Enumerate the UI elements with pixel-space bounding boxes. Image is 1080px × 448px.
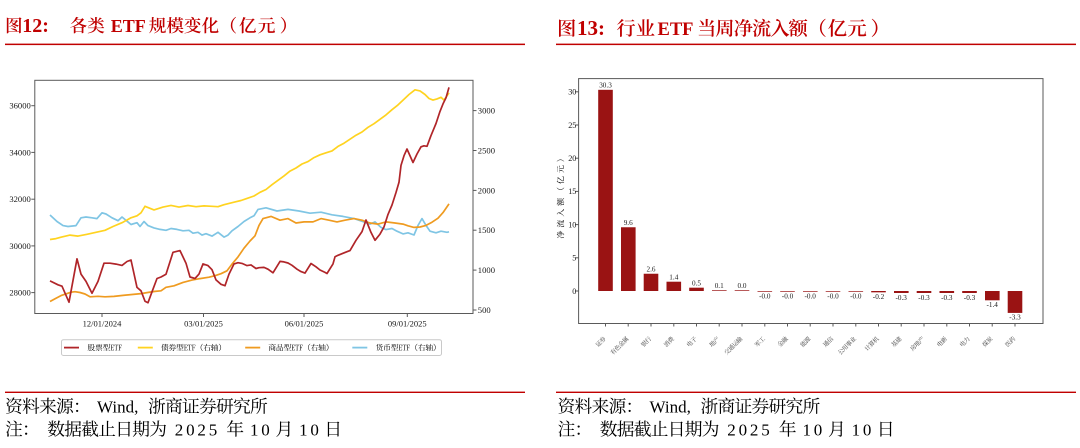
svg-text:10: 10 <box>568 220 576 229</box>
svg-text:12/01/2024: 12/01/2024 <box>83 318 122 328</box>
svg-text:0.5: 0.5 <box>692 279 701 287</box>
svg-text:2.6: 2.6 <box>647 265 656 273</box>
svg-text:32000: 32000 <box>9 194 30 204</box>
svg-text:-0.0: -0.0 <box>850 293 862 301</box>
svg-text:2000: 2000 <box>478 185 495 195</box>
svg-text:20: 20 <box>568 154 576 163</box>
svg-text:10: 10 <box>299 420 322 439</box>
svg-text:34000: 34000 <box>9 147 30 157</box>
svg-text:500: 500 <box>478 305 491 315</box>
svg-text:09/01/2025: 09/01/2025 <box>388 318 427 328</box>
svg-text:06/01/2025: 06/01/2025 <box>285 318 324 328</box>
svg-text:-0.0: -0.0 <box>782 293 794 301</box>
svg-text:-0.3: -0.3 <box>941 294 953 302</box>
svg-text:36000: 36000 <box>9 101 30 111</box>
svg-text:5: 5 <box>572 254 576 263</box>
svg-text:0: 0 <box>572 287 576 296</box>
svg-text:03/01/2025: 03/01/2025 <box>184 318 223 328</box>
svg-text:-0.2: -0.2 <box>873 293 885 301</box>
svg-text:30.3: 30.3 <box>599 81 612 89</box>
svg-text:25: 25 <box>568 121 576 130</box>
svg-text:9.6: 9.6 <box>624 219 633 227</box>
svg-text:ETF: ETF <box>111 16 146 36</box>
svg-text:30: 30 <box>568 88 576 97</box>
svg-text:-0.0: -0.0 <box>805 293 817 301</box>
svg-text:-0.3: -0.3 <box>896 294 908 302</box>
svg-text:0.1: 0.1 <box>715 282 724 290</box>
svg-text:-3.3: -3.3 <box>1009 314 1021 322</box>
svg-text:28000: 28000 <box>9 288 30 298</box>
svg-text:-0.3: -0.3 <box>918 294 930 302</box>
svg-text:10: 10 <box>250 420 273 439</box>
svg-text:13:: 13: <box>577 16 605 40</box>
svg-text:10: 10 <box>803 420 826 439</box>
svg-text:10: 10 <box>852 420 875 439</box>
svg-text:-0.3: -0.3 <box>964 294 976 302</box>
svg-text:2025: 2025 <box>175 420 220 439</box>
svg-text:2500: 2500 <box>478 145 495 155</box>
svg-text:15: 15 <box>568 187 576 196</box>
svg-text:-0.0: -0.0 <box>759 293 771 301</box>
svg-text:1000: 1000 <box>478 265 495 275</box>
svg-text:-1.4: -1.4 <box>987 301 999 309</box>
svg-text:1500: 1500 <box>478 225 495 235</box>
svg-text:ETF: ETF <box>658 20 694 40</box>
svg-text:-0.0: -0.0 <box>827 293 839 301</box>
svg-text:0.0: 0.0 <box>738 282 747 290</box>
svg-text:Wind,: Wind, <box>97 398 138 417</box>
svg-text:30000: 30000 <box>9 241 30 251</box>
svg-text:Wind,: Wind, <box>650 398 691 417</box>
svg-text:12:: 12: <box>22 15 49 37</box>
svg-text:1.4: 1.4 <box>669 273 678 281</box>
svg-text:2025: 2025 <box>727 420 772 439</box>
svg-text:3000: 3000 <box>478 106 495 116</box>
